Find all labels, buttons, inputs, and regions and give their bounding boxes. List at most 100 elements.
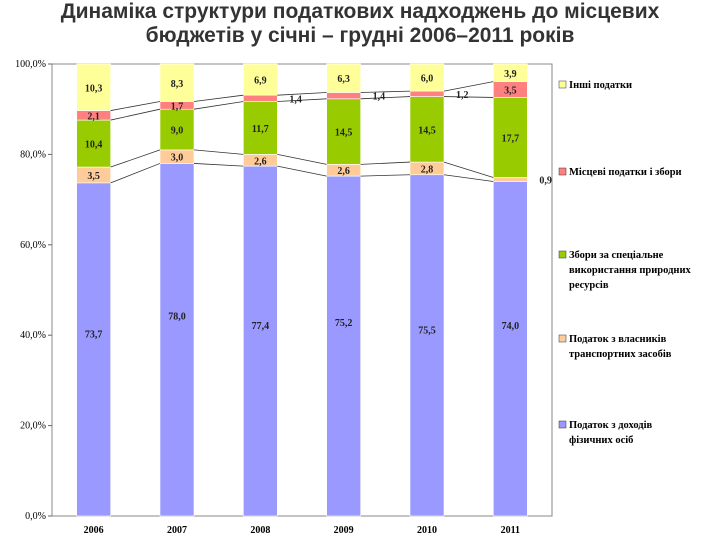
data-label: 75,5	[418, 325, 436, 336]
legend-swatch	[558, 167, 567, 176]
x-tick-label: 2010	[417, 525, 437, 536]
series-connector-line	[360, 96, 411, 100]
bar-segment	[326, 175, 361, 517]
x-tick-label: 2007	[167, 525, 187, 536]
series-connector-line	[277, 154, 327, 165]
data-label: 1,4	[373, 92, 386, 103]
plot-area-border	[51, 63, 553, 517]
bar-segment	[243, 165, 278, 517]
data-label: 10,3	[85, 83, 103, 94]
bar-segment	[409, 174, 445, 517]
x-tick-label: 2008	[250, 525, 270, 536]
legend-label: Інші податки	[569, 80, 632, 91]
data-label: 1,2	[456, 90, 469, 101]
legend-label: Збори за спеціальне	[569, 250, 664, 261]
legend-label: використання природних	[569, 265, 692, 276]
x-tick-label: 2009	[334, 525, 354, 536]
bar-segment	[409, 63, 445, 92]
data-label: 8,3	[171, 79, 184, 90]
data-label: 17,7	[502, 133, 520, 144]
y-tick-label: 80,0%	[20, 149, 46, 160]
bar-segment	[159, 63, 195, 102]
bar-segment	[326, 98, 361, 165]
legend-label: Податок з власників	[569, 334, 667, 345]
series-connector-line	[110, 101, 161, 111]
data-label: 0,9	[539, 175, 552, 186]
bar-segment	[326, 63, 361, 93]
data-label: 2,6	[254, 156, 267, 167]
series-connector-line	[193, 94, 244, 102]
data-label: 6,0	[421, 74, 434, 85]
series-connector-line	[277, 92, 327, 96]
series-connector-line	[193, 163, 244, 167]
bar-segment	[493, 181, 528, 517]
series-connector-line	[443, 174, 494, 182]
data-label: 75,2	[335, 318, 353, 329]
title-line-2: бюджетів у січні – грудні 2006–2011 рокі…	[145, 24, 575, 47]
data-label: 3,9	[504, 69, 517, 80]
series-connector-line	[443, 81, 494, 92]
x-tick-label: 2006	[84, 525, 104, 536]
bar-segment	[243, 94, 278, 102]
series-connector-line	[443, 161, 494, 178]
y-tick-label: 40,0%	[20, 330, 46, 341]
legend-swatch	[558, 420, 567, 429]
data-label: 14,5	[335, 128, 353, 139]
y-tick-label: 100,0%	[15, 59, 46, 70]
legend-swatch	[558, 250, 567, 259]
y-tick-label: 0,0%	[25, 511, 46, 522]
y-tick-label: 60,0%	[20, 240, 46, 251]
data-label: 3,5	[504, 86, 517, 97]
bar-segment	[159, 108, 195, 151]
data-label: 3,5	[87, 171, 100, 182]
legend-swatch	[558, 334, 567, 343]
data-label: 73,7	[85, 329, 103, 340]
bar-segment	[243, 63, 278, 96]
bar-segment	[409, 96, 445, 163]
series-connector-line	[110, 149, 161, 168]
data-label: 2,6	[337, 166, 350, 177]
data-label: 10,4	[85, 140, 103, 151]
series-connector-line	[110, 163, 161, 184]
bar-segment	[76, 63, 111, 111]
bar-segment	[76, 119, 111, 168]
data-label: 11,7	[252, 124, 269, 135]
series-connector-line	[443, 96, 494, 98]
bar-segment	[409, 90, 445, 97]
series-connector-line	[277, 165, 327, 177]
series-connector-line	[193, 149, 244, 155]
bar-segment	[326, 92, 361, 100]
legend-label: транспортних засобів	[569, 349, 672, 360]
bar-segment	[493, 97, 528, 178]
data-label: 2,1	[87, 111, 100, 122]
legend-label: ресурсів	[569, 280, 609, 291]
data-label: 1,4	[289, 94, 302, 105]
bar-segment	[493, 177, 528, 182]
series-connector-line	[277, 98, 327, 102]
bar-segment	[76, 182, 111, 517]
legend-label: Місцеві податки і збори	[569, 167, 682, 178]
data-label: 2,8	[421, 164, 434, 175]
legend-label: фізичних осіб	[569, 435, 633, 446]
bar-segment	[159, 163, 195, 517]
data-label: 78,0	[168, 312, 186, 323]
series-connector-line	[110, 108, 161, 121]
data-label: 14,5	[418, 125, 436, 136]
data-label: 6,3	[337, 74, 350, 85]
legend-swatch	[558, 80, 567, 89]
chart-title: Динаміка структури податкових надходжень…	[0, 0, 720, 48]
bar-segment	[493, 63, 528, 82]
data-label: 6,9	[254, 76, 267, 87]
x-tick-label: 2011	[501, 525, 520, 536]
series-connector-line	[360, 90, 411, 93]
bar-segment	[243, 101, 278, 155]
series-connector-line	[193, 101, 244, 110]
data-label: 3,0	[171, 153, 184, 164]
data-label: 1,7	[171, 101, 184, 112]
series-connector-line	[360, 161, 411, 165]
data-label: 74,0	[502, 321, 520, 332]
title-line-1: Динаміка структури податкових надходжень…	[60, 0, 660, 23]
y-tick-label: 20,0%	[20, 421, 46, 432]
data-label: 77,4	[252, 321, 270, 332]
